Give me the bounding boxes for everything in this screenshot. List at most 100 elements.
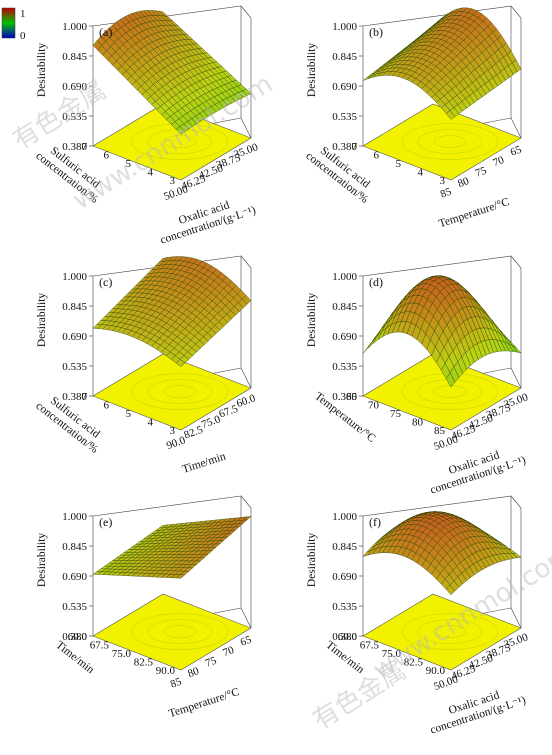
wall-edge-top: [240, 495, 252, 509]
z-axis-label: Desirability: [306, 43, 318, 98]
panel-label: (a): [99, 25, 112, 39]
x-tick-label: 75: [204, 654, 219, 669]
y-tick-label: 4: [148, 167, 154, 179]
contour-line: [417, 129, 483, 154]
colorbar-swatch: [1, 7, 16, 39]
x-tick-label: 75: [474, 164, 489, 179]
z-tick-label: 0.380: [332, 631, 357, 643]
y-tick-label: 6: [374, 150, 380, 162]
x-tick-label: 80: [186, 665, 201, 680]
y-tick-label: 6: [104, 400, 110, 412]
y-tick-label: 82.5: [134, 657, 154, 669]
z-tick-label: 0.690: [62, 331, 87, 343]
z-axis-label: Desirability: [306, 293, 318, 348]
y-tick-label: 7: [82, 141, 88, 153]
x-axis-label: Temperature/°C: [437, 196, 511, 230]
y-tick-label: 3: [170, 175, 176, 187]
y-tick-label: 75.0: [112, 648, 132, 660]
surface-cell: [362, 75, 372, 81]
chart-panel-3: 0.380 0.535 0.690 0.845 1.000 Desirability (c)…: [33, 255, 258, 476]
x-axis-label: Time/min: [181, 450, 228, 475]
panel-label: (f): [369, 515, 381, 529]
x-tick-label: 70: [491, 154, 506, 169]
contour-line: [147, 619, 213, 644]
z-tick-label: 0.690: [332, 81, 357, 93]
surface-mesh: [362, 275, 522, 388]
y-tick-label: 5: [126, 408, 132, 420]
y-tick-label: 82.5: [404, 657, 424, 669]
wall-edge-top: [510, 255, 522, 269]
wall-edge-top: [240, 255, 252, 269]
contour-line: [131, 613, 229, 650]
x-axis-label: Temperature/°C: [167, 686, 241, 720]
panel-label: (d): [369, 275, 383, 289]
y-tick-label: 75.0: [382, 648, 402, 660]
x-tick-label: 65: [239, 633, 254, 648]
surface-cell: [92, 571, 103, 575]
wall-edge-top: [240, 5, 252, 19]
x-axis-label-line: Time/min: [181, 450, 228, 475]
y-tick-label: 90.0: [426, 665, 446, 677]
contour-line: [131, 373, 229, 410]
contour-floor: [92, 593, 252, 671]
z-tick-label: 0.535: [332, 601, 357, 613]
x-tick-label: 80: [456, 175, 471, 190]
contour-line: [163, 135, 197, 148]
z-tick-label: 1.000: [332, 511, 357, 523]
y-tick-label: 3: [440, 175, 446, 187]
contour-line: [401, 123, 499, 160]
z-tick-label: 0.845: [62, 301, 87, 313]
x-axis-label-line: Temperature/°C: [167, 686, 241, 720]
z-tick-label: 0.380: [332, 141, 357, 153]
y-tick-label: 3: [170, 425, 176, 437]
z-tick-label: 1.000: [332, 271, 357, 283]
contour-line: [433, 625, 467, 638]
y-tick-label: 90.0: [156, 665, 176, 677]
panel-label: (b): [369, 25, 383, 39]
z-axis-label: Desirability: [36, 293, 48, 348]
z-tick-label: 0.535: [62, 601, 87, 613]
wall-edge: [240, 117, 252, 139]
z-tick-label: 0.845: [332, 51, 357, 63]
contour-floor: [362, 353, 522, 431]
z-tick-label: 0.845: [332, 301, 357, 313]
wall-edge: [240, 367, 252, 389]
y-tick-label: 67.5: [90, 640, 110, 652]
z-tick-label: 0.535: [332, 111, 357, 123]
wall-edge: [510, 367, 522, 389]
z-tick-label: 0.690: [332, 571, 357, 583]
z-tick-label: 1.000: [62, 511, 87, 523]
y-tick-label: 60.0: [338, 631, 358, 643]
wall-edge-top: [510, 5, 522, 19]
z-tick-label: 0.380: [62, 141, 87, 153]
x-tick-label: 85: [169, 675, 184, 690]
y-tick-label: 5: [126, 158, 132, 170]
surface-cell: [92, 40, 103, 51]
contour-line: [401, 613, 499, 650]
surface-cell: [362, 342, 372, 354]
contour-line: [163, 625, 197, 638]
contour-line: [433, 135, 467, 148]
contour-floor: [362, 593, 522, 671]
chart-panel-1: 0.380 0.535 0.690 0.845 1.000 Desirability (a)…: [33, 5, 260, 247]
wall-edge: [510, 117, 522, 139]
wall-edge-top: [510, 495, 522, 509]
chart-panel-5: 0.380 0.535 0.690 0.845 1.000 Desirability (e)…: [36, 495, 254, 720]
colorbar: 1 0: [1, 7, 26, 42]
y-tick-label: 7: [82, 391, 88, 403]
x-tick-label: 65: [509, 143, 524, 158]
z-tick-label: 0.535: [332, 361, 357, 373]
y-tick-label: 4: [418, 167, 424, 179]
z-tick-label: 0.845: [62, 541, 87, 553]
y-tick-label: 67.5: [360, 640, 380, 652]
contour-line: [417, 619, 483, 644]
z-tick-label: 0.380: [332, 391, 357, 403]
x-tick-label: 85: [439, 185, 454, 200]
y-tick-label: 5: [396, 158, 402, 170]
z-tick-label: 1.000: [62, 21, 87, 33]
surface-mesh: [92, 516, 252, 579]
z-tick-label: 0.380: [62, 631, 87, 643]
x-axis-label-line: Temperature/°C: [437, 196, 511, 230]
z-axis-label: Desirability: [36, 43, 48, 98]
